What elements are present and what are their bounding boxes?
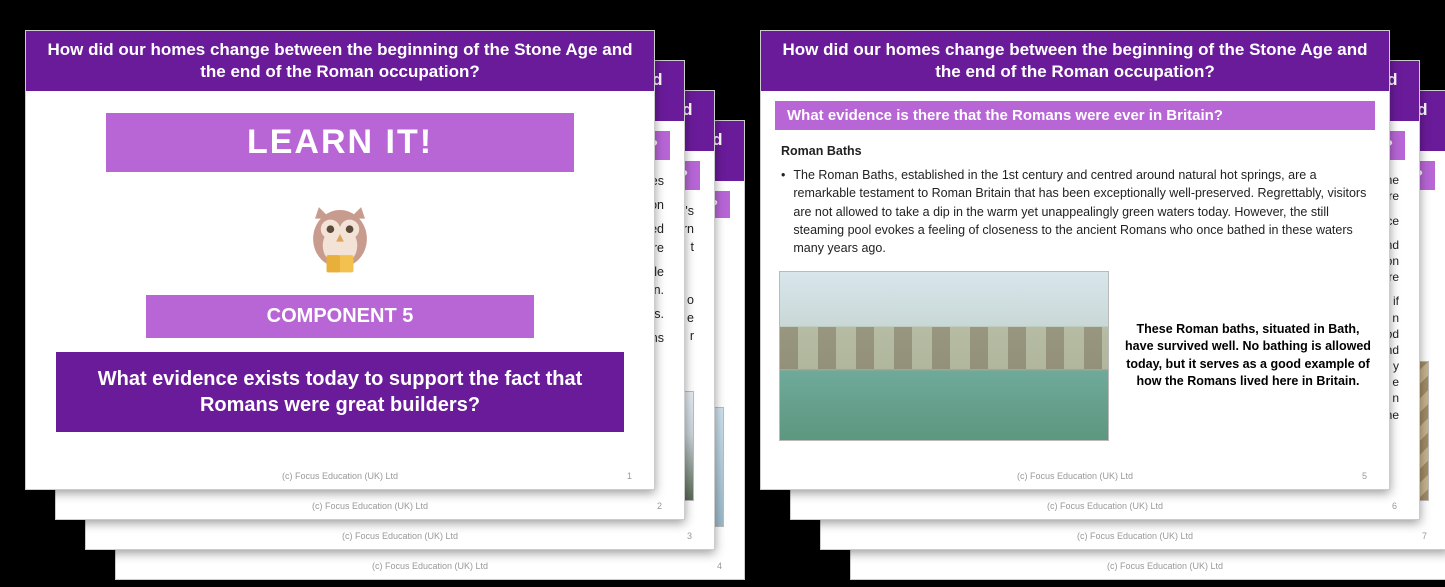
slide-footer: (c) Focus Education (UK) Ltd1	[26, 471, 654, 481]
slide-footer: (c) Focus Education (UK) Ltd5	[761, 471, 1389, 481]
photo-roman-baths	[779, 271, 1109, 441]
photo-caption: These Roman baths, situated in Bath, hav…	[1125, 321, 1371, 391]
owl-icon	[26, 186, 654, 287]
slide-5: How did our homes change between the beg…	[760, 30, 1390, 490]
slide-title: How did our homes change between the beg…	[26, 31, 654, 91]
slide-1: How did our homes change between the beg…	[25, 30, 655, 490]
content-heading: Roman Baths	[781, 142, 1369, 160]
learn-it-band: LEARN IT!	[106, 113, 574, 172]
slide-footer: (c) Focus Education (UK) Ltd3	[86, 531, 714, 541]
slide-subquestion: What evidence is there that the Romans w…	[775, 101, 1375, 130]
component-band: COMPONENT 5	[146, 295, 534, 338]
slide-footer: (c) Focus Education (UK) Ltd6	[791, 501, 1419, 511]
slide-title: How did our homes change between the beg…	[761, 31, 1389, 91]
content-bullet: The Roman Baths, established in the 1st …	[781, 166, 1369, 257]
component-question: What evidence exists today to support th…	[56, 352, 624, 432]
slide-footer: (c) Focus Education (UK) Ltd2	[56, 501, 684, 511]
slide-footer: (c) Focus Education (UK) Ltd7	[821, 531, 1445, 541]
slide-footer: (c) Focus Education (UK) Ltd4	[116, 561, 744, 571]
